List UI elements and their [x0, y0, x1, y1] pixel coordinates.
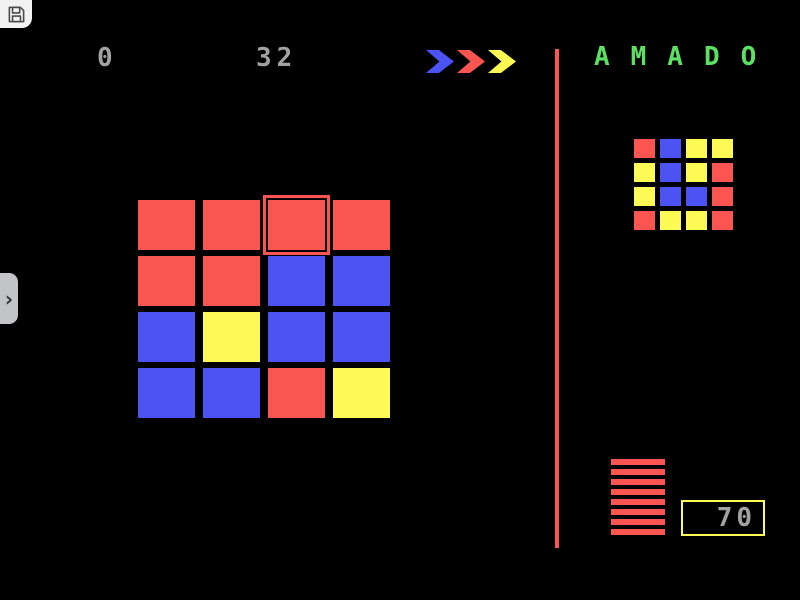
meter-stripe	[611, 499, 665, 505]
target-grid-cell-yellow	[634, 163, 655, 182]
target-grid-cell-red	[634, 139, 655, 158]
board-grid	[138, 195, 390, 418]
drawer-toggle-button[interactable]: ›	[0, 273, 18, 324]
game-title: AMADO	[594, 42, 778, 72]
red-chevron-icon	[457, 50, 485, 73]
target-grid-cell-red	[712, 163, 733, 182]
meter-stripe	[611, 479, 665, 485]
board-grid-cell-yellow[interactable]	[333, 368, 390, 418]
direction-arrows	[426, 50, 516, 73]
target-grid-cell-yellow	[686, 139, 707, 158]
board-grid-cell-blue[interactable]	[138, 312, 195, 362]
target-grid-cell-yellow	[686, 211, 707, 230]
score-counter: 32	[256, 43, 298, 73]
target-grid-cell-blue	[660, 139, 681, 158]
board-grid-cell-red[interactable]	[203, 200, 260, 250]
target-grid-cell-red	[634, 211, 655, 230]
meter-stripe	[611, 459, 665, 465]
meter-stripe	[611, 529, 665, 535]
target-grid-cell-blue	[686, 187, 707, 206]
chevron-right-icon: ›	[4, 286, 14, 311]
level-meter	[611, 459, 665, 535]
board-grid-cell-blue[interactable]	[333, 256, 390, 306]
target-grid-cell-yellow	[660, 211, 681, 230]
target-grid-cell-red	[712, 211, 733, 230]
board-grid-cell-yellow[interactable]	[203, 312, 260, 362]
panel-divider	[555, 49, 559, 548]
board-grid-cell-blue[interactable]	[333, 312, 390, 362]
target-grid-cell-yellow	[712, 139, 733, 158]
yellow-chevron-icon	[488, 50, 516, 73]
board-grid-cell-blue[interactable]	[268, 256, 325, 306]
target-grid	[634, 139, 733, 230]
meter-stripe	[611, 519, 665, 525]
board-grid-cell-blue[interactable]	[268, 312, 325, 362]
save-button[interactable]	[0, 0, 32, 28]
meter-stripe	[611, 489, 665, 495]
board-grid-cell-red[interactable]	[203, 256, 260, 306]
counter-value: 70	[716, 503, 756, 533]
target-grid-cell-red	[712, 187, 733, 206]
board-grid-cell-red[interactable]	[138, 200, 195, 250]
board-grid-cell-red[interactable]	[268, 368, 325, 418]
board-grid-cell-blue[interactable]	[203, 368, 260, 418]
target-grid-cell-yellow	[634, 187, 655, 206]
meter-stripe	[611, 469, 665, 475]
board-grid-cell-red[interactable]	[268, 200, 325, 250]
blue-chevron-icon	[426, 50, 454, 73]
target-grid-cell-blue	[660, 187, 681, 206]
board-grid-cell-blue[interactable]	[138, 368, 195, 418]
meter-stripe	[611, 509, 665, 515]
moves-counter: 0	[97, 43, 118, 73]
target-grid-cell-yellow	[686, 163, 707, 182]
board-grid-cell-red[interactable]	[138, 256, 195, 306]
counter-box: 70	[681, 500, 765, 536]
target-grid-cell-blue	[660, 163, 681, 182]
board-grid-cell-red[interactable]	[333, 200, 390, 250]
floppy-disk-icon	[7, 5, 26, 24]
